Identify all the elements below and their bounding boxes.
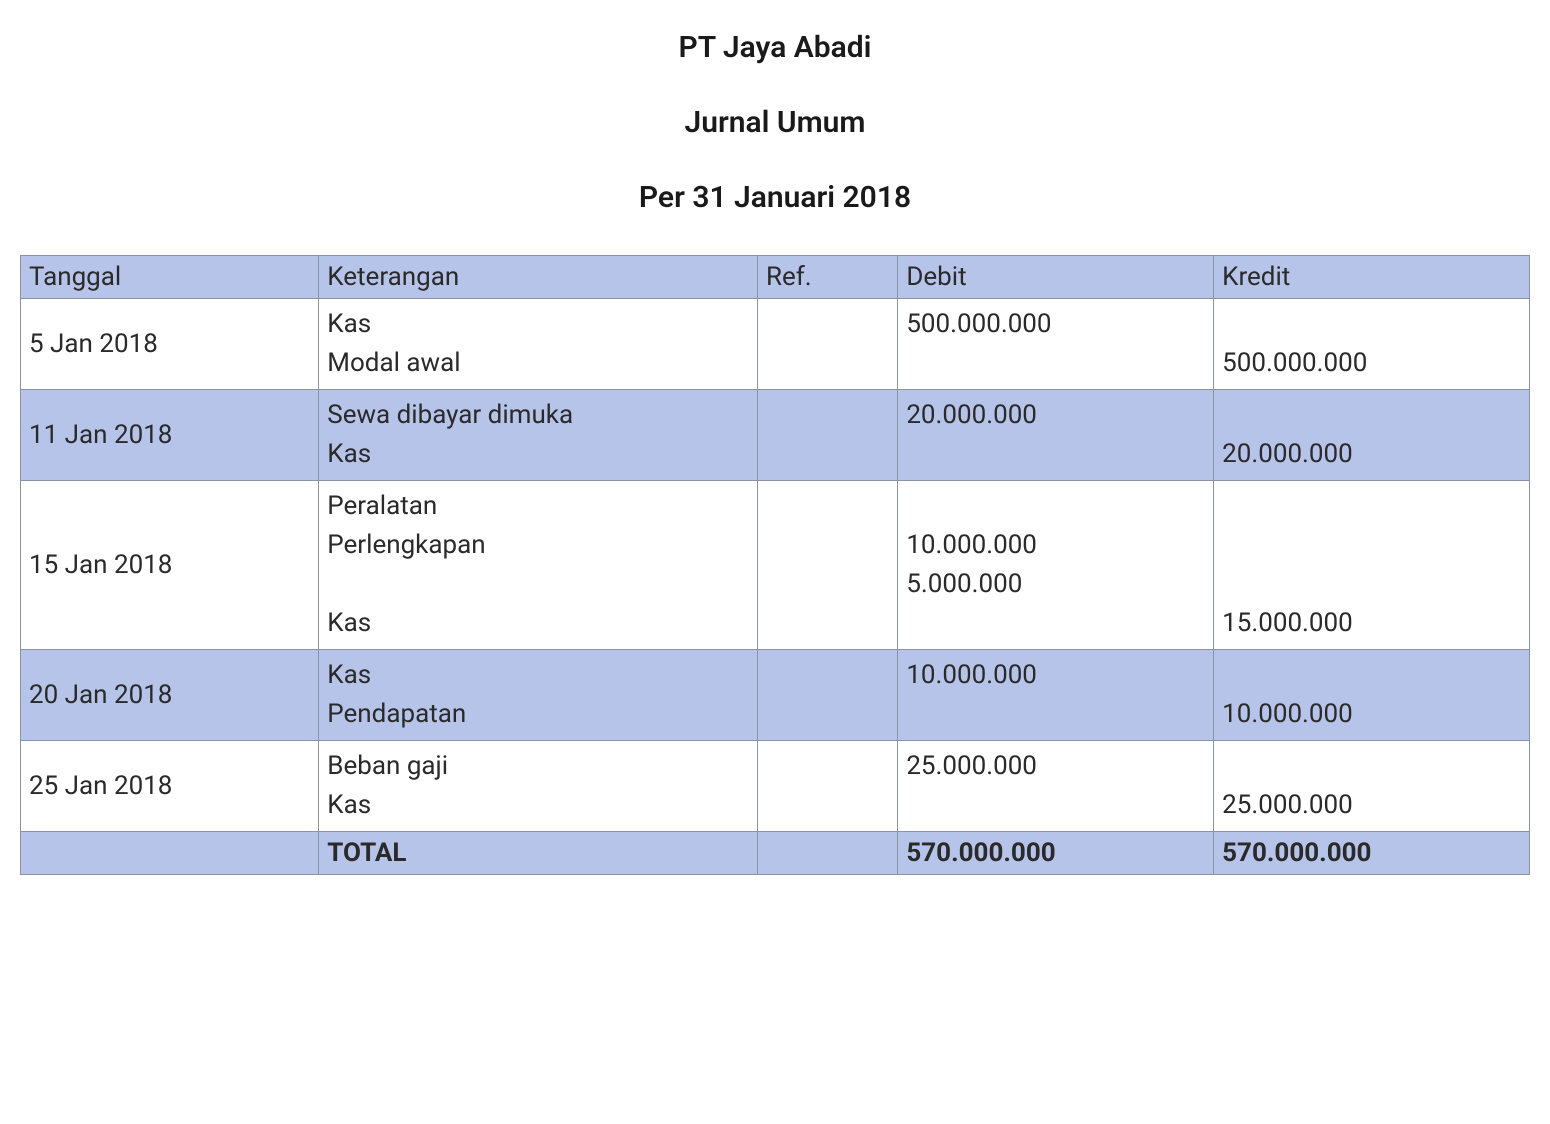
- cell-ref: [757, 650, 897, 741]
- ket-line: Peralatan: [327, 487, 749, 526]
- cell-keterangan: Sewa dibayar dimuka Kas: [319, 390, 758, 481]
- col-header-keterangan: Keterangan: [319, 256, 758, 299]
- totals-label: TOTAL: [319, 832, 758, 875]
- table-row: 25 Jan 2018 Beban gaji Kas 25.000.000 25…: [21, 741, 1530, 832]
- cell-tanggal: 5 Jan 2018: [21, 299, 319, 390]
- cell-debit: 10.000.000 5.000.000: [898, 481, 1214, 650]
- col-header-debit: Debit: [898, 256, 1214, 299]
- debit-line: [906, 695, 1205, 734]
- cell-debit: 500.000.000: [898, 299, 1214, 390]
- journal-table: Tanggal Keterangan Ref. Debit Kredit 5 J…: [20, 255, 1530, 875]
- cell-keterangan: Beban gaji Kas: [319, 741, 758, 832]
- cell-kredit: 500.000.000: [1214, 299, 1530, 390]
- cell-kredit: 20.000.000: [1214, 390, 1530, 481]
- cell-tanggal: 15 Jan 2018: [21, 481, 319, 650]
- document-header: PT Jaya Abadi Jurnal Umum Per 31 Januari…: [20, 30, 1530, 215]
- kredit-line: [1222, 305, 1521, 344]
- ket-line: Kas: [327, 786, 749, 825]
- cell-debit: 10.000.000: [898, 650, 1214, 741]
- kredit-line: [1222, 487, 1521, 526]
- debit-line: 5.000.000: [906, 565, 1205, 604]
- cell-keterangan: Kas Modal awal: [319, 299, 758, 390]
- kredit-line: [1222, 396, 1521, 435]
- kredit-line: 20.000.000: [1222, 435, 1521, 474]
- table-row: 15 Jan 2018 Peralatan Perlengkapan Kas 1…: [21, 481, 1530, 650]
- totals-debit: 570.000.000: [898, 832, 1214, 875]
- table-header-row: Tanggal Keterangan Ref. Debit Kredit: [21, 256, 1530, 299]
- cell-tanggal: 25 Jan 2018: [21, 741, 319, 832]
- ket-line: Sewa dibayar dimuka: [327, 396, 749, 435]
- cell-ref: [757, 741, 897, 832]
- totals-tanggal: [21, 832, 319, 875]
- debit-line: [906, 786, 1205, 825]
- cell-debit: 20.000.000: [898, 390, 1214, 481]
- ket-line: Kas: [327, 656, 749, 695]
- ket-line: [327, 565, 749, 604]
- ket-line: Kas: [327, 305, 749, 344]
- cell-tanggal: 20 Jan 2018: [21, 650, 319, 741]
- col-header-tanggal: Tanggal: [21, 256, 319, 299]
- debit-line: [906, 344, 1205, 383]
- cell-keterangan: Kas Pendapatan: [319, 650, 758, 741]
- kredit-line: [1222, 565, 1521, 604]
- debit-line: 25.000.000: [906, 747, 1205, 786]
- cell-ref: [757, 481, 897, 650]
- debit-line: 500.000.000: [906, 305, 1205, 344]
- kredit-line: 15.000.000: [1222, 604, 1521, 643]
- col-header-kredit: Kredit: [1214, 256, 1530, 299]
- ket-line: Perlengkapan: [327, 526, 749, 565]
- debit-line: [906, 435, 1205, 474]
- totals-row: TOTAL 570.000.000 570.000.000: [21, 832, 1530, 875]
- cell-kredit: 15.000.000: [1214, 481, 1530, 650]
- cell-kredit: 25.000.000: [1214, 741, 1530, 832]
- cell-ref: [757, 390, 897, 481]
- kredit-line: 500.000.000: [1222, 344, 1521, 383]
- kredit-line: [1222, 747, 1521, 786]
- table-row: 20 Jan 2018 Kas Pendapatan 10.000.000 10…: [21, 650, 1530, 741]
- period-label: Per 31 Januari 2018: [20, 180, 1530, 215]
- table-body: 5 Jan 2018 Kas Modal awal 500.000.000 50…: [21, 299, 1530, 875]
- ket-line: Kas: [327, 604, 749, 643]
- ket-line: Modal awal: [327, 344, 749, 383]
- cell-tanggal: 11 Jan 2018: [21, 390, 319, 481]
- col-header-ref: Ref.: [757, 256, 897, 299]
- debit-line: [906, 487, 1205, 526]
- company-name: PT Jaya Abadi: [20, 30, 1530, 65]
- document-title: Jurnal Umum: [20, 105, 1530, 140]
- debit-line: [906, 604, 1205, 643]
- debit-line: 10.000.000: [906, 656, 1205, 695]
- ket-line: Pendapatan: [327, 695, 749, 734]
- totals-ref: [757, 832, 897, 875]
- kredit-line: [1222, 526, 1521, 565]
- debit-line: 20.000.000: [906, 396, 1205, 435]
- table-row: 11 Jan 2018 Sewa dibayar dimuka Kas 20.0…: [21, 390, 1530, 481]
- cell-debit: 25.000.000: [898, 741, 1214, 832]
- kredit-line: 25.000.000: [1222, 786, 1521, 825]
- cell-keterangan: Peralatan Perlengkapan Kas: [319, 481, 758, 650]
- totals-kredit: 570.000.000: [1214, 832, 1530, 875]
- kredit-line: 10.000.000: [1222, 695, 1521, 734]
- kredit-line: [1222, 656, 1521, 695]
- table-row: 5 Jan 2018 Kas Modal awal 500.000.000 50…: [21, 299, 1530, 390]
- cell-ref: [757, 299, 897, 390]
- debit-line: 10.000.000: [906, 526, 1205, 565]
- cell-kredit: 10.000.000: [1214, 650, 1530, 741]
- ket-line: Kas: [327, 435, 749, 474]
- ket-line: Beban gaji: [327, 747, 749, 786]
